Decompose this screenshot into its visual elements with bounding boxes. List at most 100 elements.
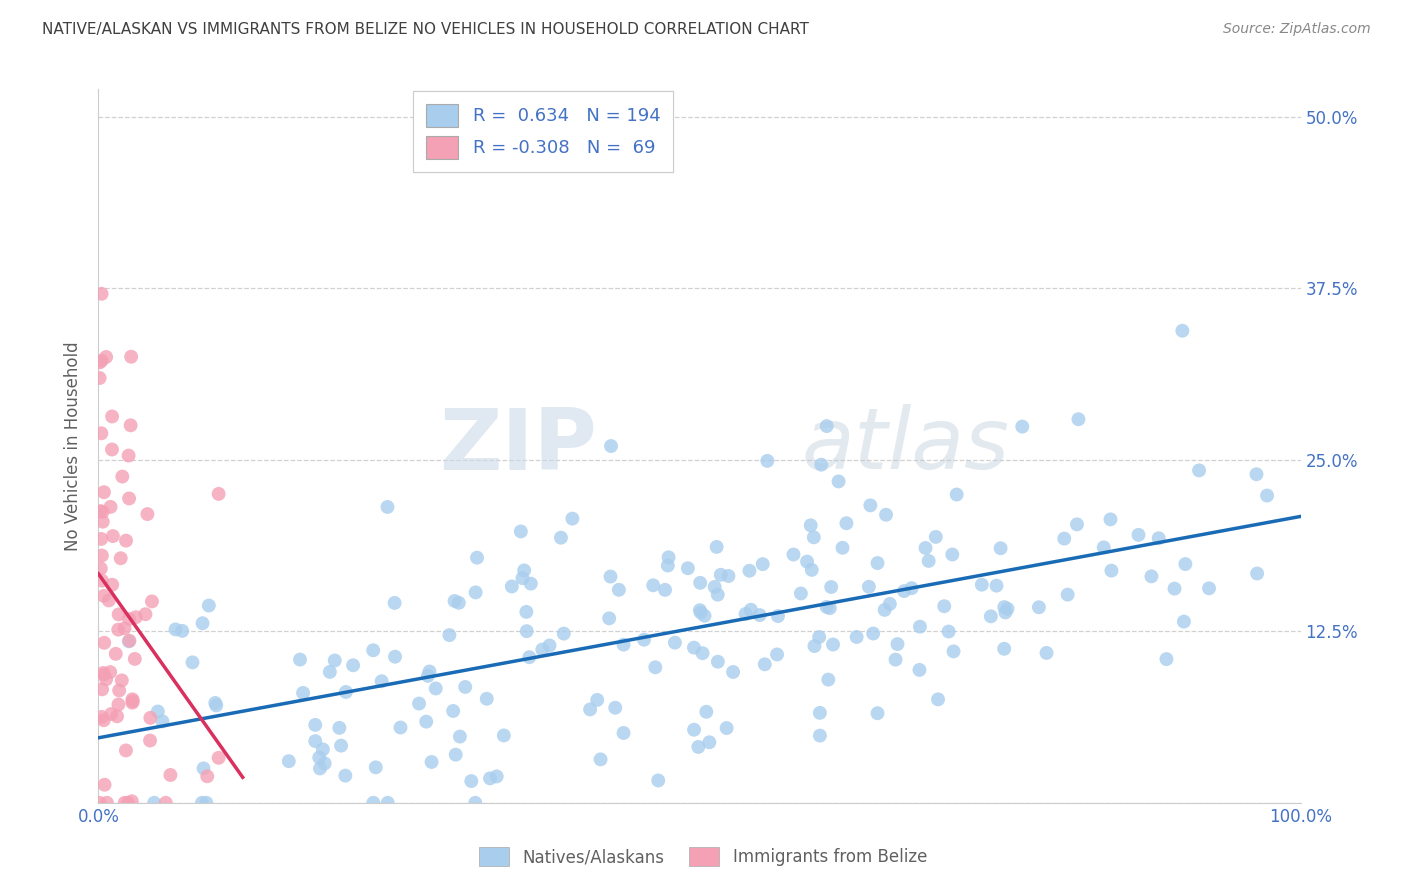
Point [815,419,838,434]
Point [941,548,963,562]
Point [605,700,627,714]
Point [643,578,665,592]
Point [993,641,1015,656]
Point [938,624,960,639]
Point [990,541,1012,556]
Point [117,449,139,463]
Point [1099,512,1122,526]
Point [695,705,717,719]
Point [908,620,931,634]
Point [970,577,993,591]
Point [117,796,139,810]
Point [866,706,889,721]
Point [89,504,111,518]
Point [121,694,143,708]
Point [441,704,464,718]
Y-axis label: No Vehicles in Household: No Vehicles in Household [65,341,83,551]
Point [98,665,121,679]
Point [550,531,572,545]
Point [692,646,714,660]
Point [111,673,134,688]
Point [361,643,384,657]
Point [443,594,465,608]
Point [817,673,839,687]
Point [884,652,907,666]
Point [328,721,350,735]
Point [1011,419,1033,434]
Point [612,726,634,740]
Point [93,667,115,681]
Point [925,530,948,544]
Point [93,636,115,650]
Point [330,739,353,753]
Point [420,755,443,769]
Point [751,557,773,571]
Point [165,623,187,637]
Point [1147,531,1170,545]
Point [91,665,114,680]
Point [706,588,728,602]
Point [516,624,538,639]
Point [416,669,439,683]
Point [91,515,114,529]
Point [1128,528,1150,542]
Point [389,721,412,735]
Text: NATIVE/ALASKAN VS IMMIGRANTS FROM BELIZE NO VEHICLES IN HOUSEHOLD CORRELATION CH: NATIVE/ALASKAN VS IMMIGRANTS FROM BELIZE… [42,22,808,37]
Point [107,698,129,712]
Point [1171,324,1194,338]
Point [464,585,486,599]
Point [1188,463,1211,477]
Point [600,439,623,453]
Point [908,663,931,677]
Point [181,656,204,670]
Point [191,616,214,631]
Point [699,735,721,749]
Point [100,500,122,514]
Point [800,518,823,533]
Point [808,630,831,644]
Point [118,633,141,648]
Point [415,714,437,729]
Point [1056,588,1078,602]
Point [721,665,744,679]
Point [277,754,299,768]
Point [335,769,357,783]
Point [835,516,858,531]
Point [1053,532,1076,546]
Point [136,507,159,521]
Point [121,794,143,808]
Legend: R =  0.634   N = 194, R = -0.308   N =  69: R = 0.634 N = 194, R = -0.308 N = 69 [413,91,673,172]
Point [683,723,706,737]
Point [689,606,711,620]
Point [159,768,181,782]
Point [90,426,112,441]
Point [120,418,142,433]
Point [945,487,967,501]
Point [561,511,583,525]
Point [107,623,129,637]
Point [818,601,841,615]
Point [89,355,111,369]
Point [114,621,136,635]
Point [756,454,779,468]
Point [107,607,129,622]
Point [1198,582,1220,596]
Point [986,579,1008,593]
Point [716,721,738,735]
Point [304,718,326,732]
Point [465,550,488,565]
Point [208,751,231,765]
Point [827,475,849,489]
Point [204,696,226,710]
Point [994,606,1017,620]
Point [110,551,132,566]
Point [464,796,486,810]
Point [111,469,134,483]
Point [1092,541,1115,555]
Point [538,639,561,653]
Point [589,752,612,766]
Point [1028,600,1050,615]
Point [139,733,162,747]
Point [134,607,156,622]
Point [875,508,897,522]
